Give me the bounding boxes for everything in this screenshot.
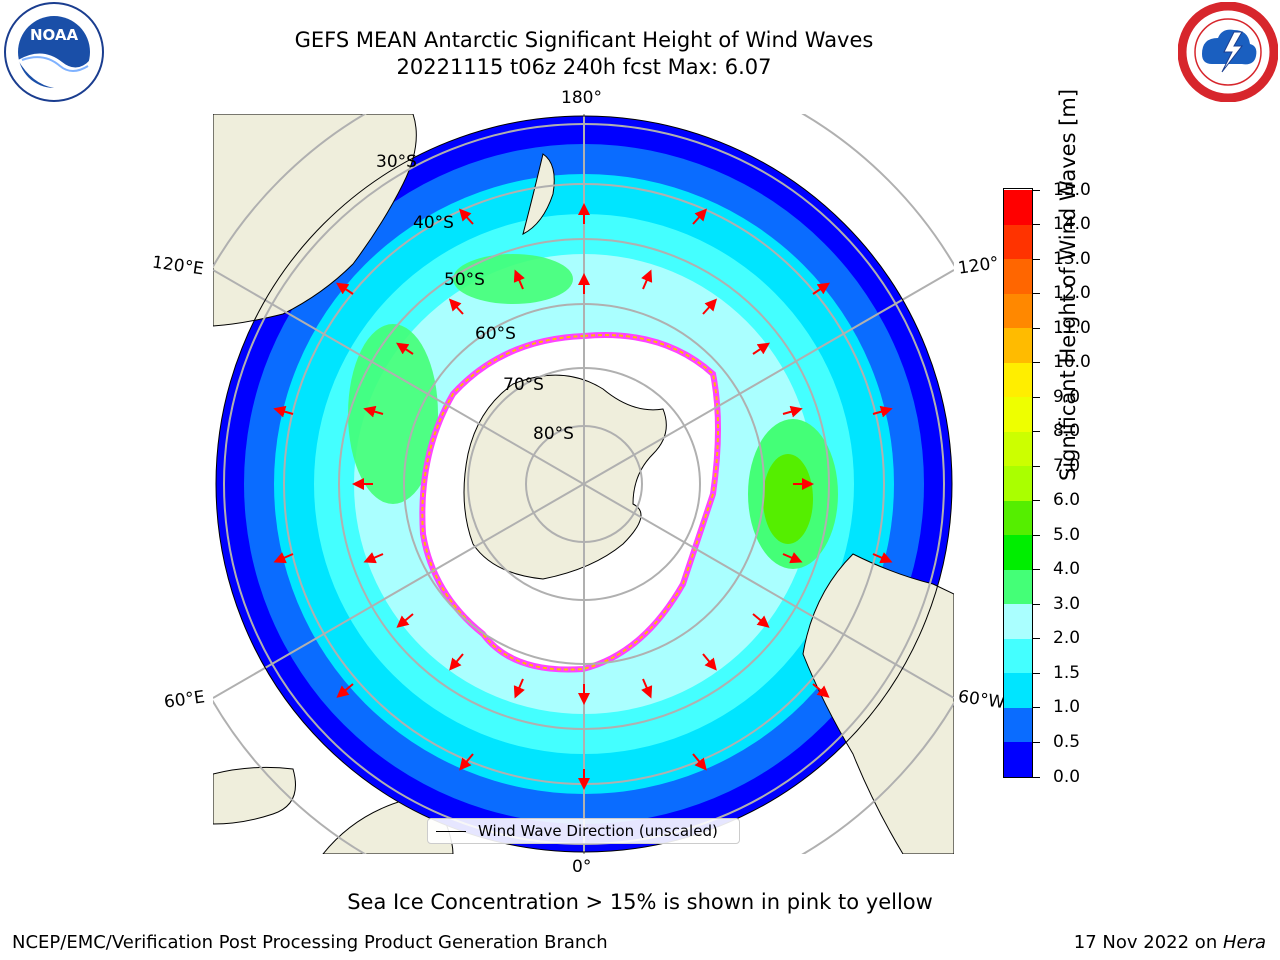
sea-ice-note: Sea Ice Concentration > 15% is shown in …	[347, 890, 933, 914]
colorbar-segment	[1004, 362, 1032, 398]
lon-label-120e: 120°E	[150, 252, 205, 280]
colorbar-segment	[1004, 742, 1032, 777]
colorbar-tick-label: 3.0	[1053, 593, 1081, 614]
colorbar-tick	[1033, 534, 1040, 536]
colorbar-tick	[1033, 672, 1040, 674]
colorbar-segment	[1004, 535, 1032, 570]
colorbar-segment	[1004, 673, 1032, 708]
colorbar-tick-label: 2.0	[1053, 628, 1081, 649]
noaa-logo-text: NOAA	[30, 26, 79, 44]
colorbar-segment	[1004, 259, 1032, 294]
map-legend: Wind Wave Direction (unscaled)	[427, 818, 740, 844]
colorbar-tick-label: 9.0	[1053, 386, 1081, 407]
colorbar-tick-label: 5.0	[1053, 524, 1081, 545]
colorbar-segment	[1004, 190, 1032, 225]
lon-label-180: 180°	[561, 88, 602, 108]
colorbar-tick-label: 1.0	[1053, 697, 1081, 718]
colorbar-tick	[1033, 396, 1040, 398]
lon-label-60w: 60°W	[956, 686, 1007, 714]
colorbar	[1003, 188, 1033, 778]
colorbar-tick	[1033, 500, 1040, 502]
colorbar-tick-label: 8.0	[1053, 421, 1081, 442]
colorbar-tick	[1033, 224, 1040, 226]
colorbar-tick	[1033, 189, 1040, 191]
lon-label-120w: 120°	[956, 253, 1001, 279]
colorbar-tick	[1033, 776, 1040, 778]
colorbar-tick-label: 11.0	[1053, 317, 1091, 338]
legend-label: Wind Wave Direction (unscaled)	[478, 822, 718, 840]
colorbar-segment	[1004, 431, 1032, 467]
map-canvas	[153, 53, 1015, 915]
colorbar-tick-label: 1.5	[1053, 662, 1081, 683]
polar-map	[153, 53, 1015, 915]
colorbar-segment	[1004, 466, 1032, 501]
run-date-text: 17 Nov 2022 on	[1073, 932, 1223, 953]
lon-label-60e: 60°E	[162, 687, 207, 713]
lat-label-50s: 50°S	[444, 270, 485, 290]
lat-label-30s: 30°S	[376, 152, 417, 172]
colorbar-tick	[1033, 707, 1040, 709]
colorbar-segment	[1004, 397, 1032, 432]
colorbar-segment	[1004, 500, 1032, 536]
colorbar-tick	[1033, 293, 1040, 295]
run-date: 17 Nov 2022 on Hera	[1074, 932, 1266, 953]
colorbar-title: Significant Height of Wind Waves [m]	[1056, 88, 1080, 482]
colorbar-tick-label: 13.0	[1053, 248, 1091, 269]
colorbar-tick-label: 10.0	[1053, 352, 1091, 373]
colorbar-tick-label: 0.5	[1053, 731, 1081, 752]
colorbar-tick	[1033, 431, 1040, 433]
colorbar-tick	[1033, 638, 1040, 640]
colorbar-segment	[1004, 638, 1032, 674]
colorbar-tick	[1033, 327, 1040, 329]
credit-text: NCEP/EMC/Verification Post Processing Pr…	[12, 932, 608, 953]
colorbar-tick	[1033, 362, 1040, 364]
colorbar-segment	[1004, 707, 1032, 743]
colorbar-tick-label: 4.0	[1053, 559, 1081, 580]
colorbar-segment	[1004, 224, 1032, 260]
colorbar-tick-label: 7.0	[1053, 455, 1081, 476]
lat-label-40s: 40°S	[413, 213, 454, 233]
noaa-logo: NOAA	[2, 2, 106, 106]
colorbar-tick	[1033, 465, 1040, 467]
wave-direction-arrows	[273, 203, 893, 790]
colorbar-tick	[1033, 741, 1040, 743]
chart-subtitle: 20221115 t06z 240h fcst Max: 6.07	[396, 55, 772, 79]
nws-logo	[1177, 1, 1279, 103]
colorbar-tick	[1033, 258, 1040, 260]
lon-label-0: 0°	[572, 857, 592, 877]
lat-label-70s: 70°S	[503, 375, 544, 395]
colorbar-tick	[1033, 569, 1040, 571]
colorbar-segment	[1004, 604, 1032, 639]
lat-label-80s: 80°S	[533, 424, 574, 444]
machine-name: Hera	[1222, 932, 1266, 953]
lat-label-60s: 60°S	[475, 324, 516, 344]
colorbar-tick-label: 14.0	[1053, 214, 1091, 235]
colorbar-tick	[1033, 603, 1040, 605]
colorbar-tick-label: 6.0	[1053, 490, 1081, 511]
chart-title: GEFS MEAN Antarctic Significant Height o…	[294, 28, 874, 52]
colorbar-segment	[1004, 569, 1032, 605]
colorbar-segment	[1004, 328, 1032, 363]
colorbar-tick-label: 12.0	[1053, 283, 1091, 304]
colorbar-tick-label: 15.0	[1053, 179, 1091, 200]
colorbar-segment	[1004, 293, 1032, 329]
colorbar-tick-label: 0.0	[1053, 766, 1081, 787]
legend-line-swatch	[436, 831, 466, 832]
